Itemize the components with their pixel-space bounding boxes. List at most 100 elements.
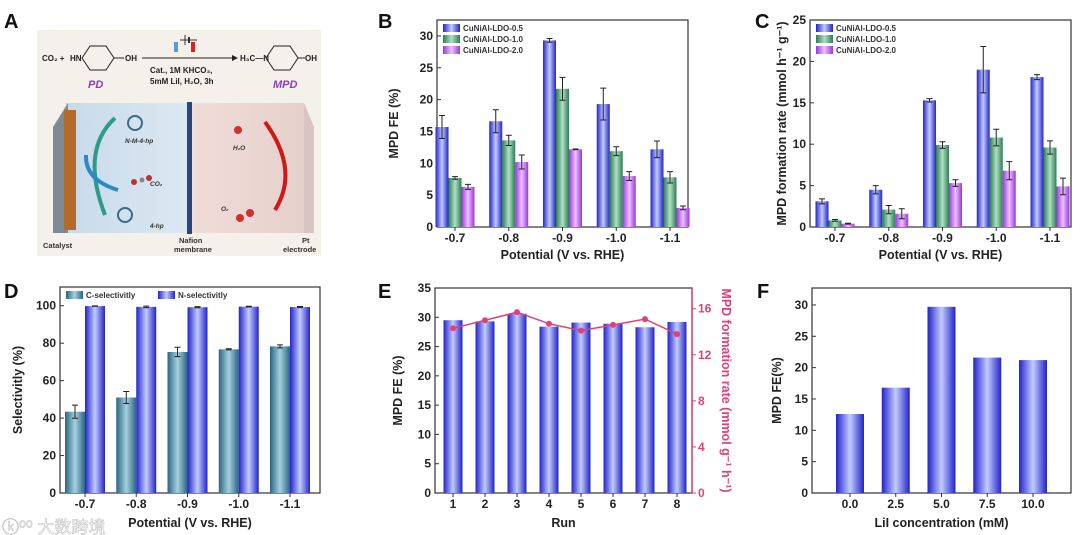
electrode-label-1: Pt [302, 236, 310, 245]
error-bar [667, 171, 673, 184]
legend-label: C-selectivitly [86, 291, 136, 300]
panel-letter-f: F [757, 281, 769, 303]
bar-cunial-ldo-2-0 [841, 223, 855, 227]
x-tick-label: 2.5 [887, 497, 904, 511]
bar-cunial-ldo-2-0 [949, 183, 962, 227]
error-bar [143, 305, 150, 309]
y-tick-label: 35 [418, 281, 432, 295]
nafion-membrane [187, 102, 192, 234]
y-tick-label: 0 [801, 486, 808, 500]
bar-n-selectivitly [238, 306, 259, 493]
bar-cunial-ldo-0-5 [869, 189, 883, 227]
green-arrow-icon [92, 116, 117, 216]
bar-mpd-fe [635, 327, 655, 493]
y-tick-label: 25 [420, 61, 434, 75]
error-bar [885, 204, 892, 215]
error-bar [980, 45, 987, 94]
error-bar [832, 219, 838, 222]
chart-panel-f: F 0 5 10 15 20 25 30 0.0 2.5 5.0 7.5 10.0 LiI concent… [757, 281, 1072, 530]
y-tick-label: 25 [795, 329, 809, 343]
co2-molecule [131, 179, 137, 185]
legend-swatch [66, 291, 83, 299]
legend-label: CuNiAl-LDO-2.0 [836, 46, 897, 55]
x-axis-title: LiI concentration (mM) [874, 516, 1008, 530]
rate-point [578, 327, 584, 334]
bar-cunial-ldo-2-0 [569, 149, 582, 227]
bar-cunial-ldo-2-0 [461, 186, 475, 227]
o2-molecule [236, 214, 244, 222]
legend-label: CuNiAl-LDO-1.0 [463, 35, 524, 44]
bar-cunial-ldo-1-0 [936, 145, 949, 227]
y-tick-label: 100 [36, 299, 56, 313]
x-tick-label: 3 [514, 497, 521, 511]
y-tick-label: 5 [424, 457, 431, 471]
y-tick-label: 15 [795, 392, 809, 406]
rate-line [452, 311, 678, 335]
bar-mpd-fe [539, 326, 559, 493]
y-tick-label: 20 [43, 449, 57, 463]
watermark-logo: ⓚ⁰⁰ 大数跨境 [2, 518, 105, 535]
y-tick-label: 30 [420, 29, 434, 43]
bar-c-selectivitly [116, 397, 137, 493]
x-axis-title: Potential (V vs. RHE) [128, 516, 252, 530]
y2-tick-label: 4 [698, 440, 705, 454]
error-bar [898, 208, 905, 220]
legend-swatch [443, 35, 460, 43]
legend-swatch [816, 46, 833, 54]
bar-mpd-fe [1019, 360, 1047, 493]
x-tick-label: -0.8 [878, 231, 899, 245]
y-tick-label: 20 [418, 369, 432, 383]
rate-point [482, 317, 488, 324]
y-tick-label: 80 [43, 336, 57, 350]
bar-cunial-ldo-2-0 [1002, 170, 1016, 227]
legend-swatch [158, 291, 175, 299]
x-tick-label: 10.0 [1021, 497, 1045, 511]
chart-panel-d: D 0 20 40 60 80 100 -0.7 -0.8 -0.9 -1.0 -1.1 Potenti… [4, 281, 321, 530]
bar-cunial-ldo-0-5 [596, 104, 610, 227]
x-tick-label: -0.7 [445, 231, 466, 245]
bar-cunial-ldo-1-0 [882, 209, 896, 227]
error-bar [654, 140, 660, 159]
x-axis-title: Potential (V vs. RHE) [501, 248, 625, 262]
x-tick-label: 8 [674, 497, 681, 511]
membrane-label-1: Nafion [179, 236, 203, 245]
bar-mpd-fe [836, 414, 864, 493]
bar-mpd-fe [603, 323, 623, 493]
bar-n-selectivitly [187, 307, 208, 493]
legend-label: CuNiAl-LDO-1.0 [836, 35, 897, 44]
y-tick-label: 20 [420, 93, 434, 107]
panel-letter-e: E [378, 281, 391, 303]
x-tick-label: -1.0 [228, 497, 249, 511]
bar-cunial-ldo-2-0 [515, 162, 529, 227]
error-bar [626, 171, 633, 182]
y-tick-label: 15 [420, 124, 434, 138]
legend-swatch [443, 24, 460, 32]
legend-swatch [443, 46, 460, 54]
molecule-label-h2o: H₂O [233, 145, 245, 152]
error-bar [680, 205, 686, 211]
legend-label: CuNiAl-LDO-0.5 [836, 24, 897, 33]
chamber-side [304, 103, 314, 233]
bar-cunial-ldo-1-0 [448, 177, 462, 227]
h2o-molecule [234, 126, 242, 134]
y-tick-label: 10 [418, 427, 432, 441]
molecule-label-o2: O₂ [221, 206, 229, 213]
catalyst-label: Catalyst [43, 241, 73, 250]
y-tick-label: 5 [801, 455, 808, 469]
reactant-oh: OH [125, 54, 137, 63]
bar-cunial-ldo-1-0 [556, 88, 569, 227]
rate-point [642, 316, 648, 323]
x-axis-title: Potential (V vs. RHE) [879, 248, 1003, 262]
panel-letter-b: B [378, 11, 392, 33]
y-tick-label: 15 [418, 398, 432, 412]
y-tick-label: 20 [793, 54, 807, 68]
molecule-label-co2: CO₂ [150, 181, 163, 188]
error-bar [194, 306, 201, 309]
catalyst-particles [64, 110, 76, 230]
x-tick-label: -1.0 [986, 231, 1007, 245]
red-arrow-icon [263, 120, 288, 212]
y-tick-label: 0 [424, 486, 431, 500]
bar-mpd-fe [571, 322, 591, 493]
legend-swatch [816, 24, 833, 32]
